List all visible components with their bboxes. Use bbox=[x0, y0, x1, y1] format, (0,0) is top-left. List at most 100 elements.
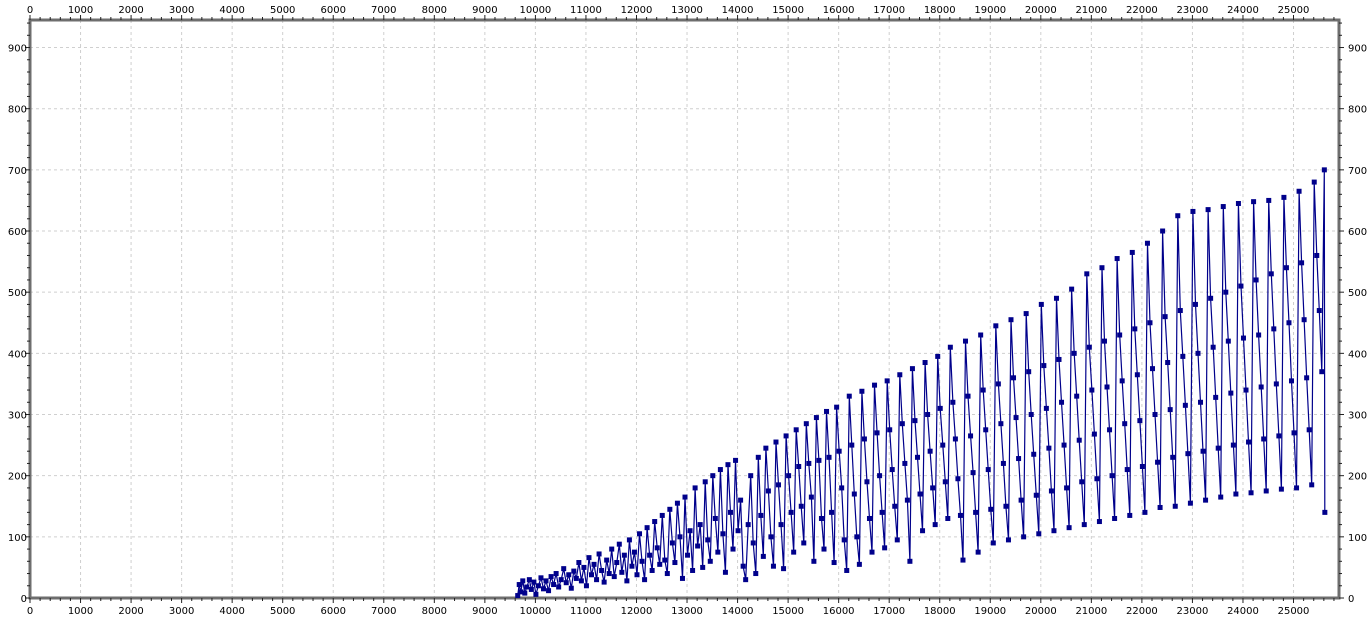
data-point-marker bbox=[1304, 375, 1310, 381]
data-point-marker bbox=[516, 582, 522, 588]
x-tick-label-top: 5000 bbox=[270, 5, 295, 16]
data-point-marker bbox=[715, 549, 721, 555]
data-point-marker bbox=[829, 509, 835, 515]
data-point-marker bbox=[955, 476, 961, 482]
data-point-marker bbox=[578, 578, 584, 584]
data-point-marker bbox=[1089, 387, 1095, 393]
data-point-marker bbox=[1147, 320, 1153, 326]
data-point-marker bbox=[524, 584, 530, 590]
data-point-marker bbox=[952, 436, 958, 442]
x-tick-label-top: 24000 bbox=[1227, 5, 1259, 16]
data-point-marker bbox=[730, 546, 736, 552]
data-point-marker bbox=[1005, 537, 1011, 543]
data-point-marker bbox=[515, 593, 521, 599]
data-point-marker bbox=[1023, 311, 1029, 317]
x-tick-label-bottom: 20000 bbox=[1025, 606, 1057, 617]
data-point-marker bbox=[528, 586, 534, 592]
data-point-marker bbox=[743, 577, 749, 583]
x-tick-label-bottom: 22000 bbox=[1126, 606, 1158, 617]
data-point-marker bbox=[806, 460, 812, 466]
data-point-marker bbox=[892, 503, 898, 509]
data-point-marker bbox=[581, 564, 587, 570]
data-point-marker bbox=[1198, 399, 1204, 405]
x-tick-label-top: 8000 bbox=[422, 5, 447, 16]
y-tick-label-left: 800 bbox=[8, 105, 27, 116]
data-point-marker bbox=[831, 560, 837, 566]
data-point-marker bbox=[864, 479, 870, 485]
data-point-marker bbox=[869, 549, 875, 555]
data-point-marker bbox=[973, 509, 979, 515]
y-tick-label-right: 500 bbox=[1348, 288, 1367, 299]
x-tick-label-bottom: 8000 bbox=[422, 606, 447, 617]
data-point-marker bbox=[983, 427, 989, 433]
x-tick-label-bottom: 21000 bbox=[1075, 606, 1107, 617]
y-tick-label-right: 900 bbox=[1348, 44, 1367, 55]
x-tick-label-top: 11000 bbox=[570, 5, 602, 16]
data-point-marker bbox=[538, 575, 544, 581]
x-tick-label-top: 19000 bbox=[974, 5, 1006, 16]
data-point-marker bbox=[887, 427, 893, 433]
data-point-marker bbox=[778, 522, 784, 528]
data-point-marker bbox=[1182, 402, 1188, 408]
data-point-marker bbox=[1306, 427, 1312, 433]
data-point-marker bbox=[950, 399, 956, 405]
data-point-marker bbox=[1043, 405, 1049, 411]
data-point-marker bbox=[1233, 491, 1239, 497]
x-tick-label-top: 13000 bbox=[671, 5, 703, 16]
data-point-marker bbox=[1041, 363, 1047, 369]
data-point-marker bbox=[1139, 463, 1145, 469]
data-point-marker bbox=[1190, 208, 1196, 214]
data-point-marker bbox=[616, 541, 622, 547]
data-point-marker bbox=[652, 519, 658, 525]
data-point-marker bbox=[1180, 353, 1186, 359]
data-point-marker bbox=[725, 462, 731, 468]
data-point-marker bbox=[556, 584, 562, 590]
x-tick-label-bottom: 17000 bbox=[873, 606, 905, 617]
data-point-marker bbox=[1053, 295, 1059, 301]
data-point-marker bbox=[589, 572, 595, 578]
data-point-marker bbox=[1124, 467, 1130, 473]
x-tick-label-bottom: 15000 bbox=[772, 606, 804, 617]
data-point-marker bbox=[733, 457, 739, 463]
y-tick-label-left: 900 bbox=[8, 44, 27, 55]
data-point-marker bbox=[1218, 494, 1224, 500]
data-point-marker bbox=[1170, 454, 1176, 460]
data-point-marker bbox=[634, 572, 640, 578]
data-point-marker bbox=[717, 467, 723, 473]
x-tick-label-top: 7000 bbox=[371, 5, 396, 16]
data-point-marker bbox=[561, 566, 567, 572]
data-point-marker bbox=[884, 378, 890, 384]
data-point-marker bbox=[1213, 394, 1219, 400]
y-tick-label-left: 700 bbox=[8, 166, 27, 177]
data-point-marker bbox=[1246, 439, 1252, 445]
data-point-marker bbox=[1185, 451, 1191, 457]
data-point-marker bbox=[786, 473, 792, 479]
data-point-marker bbox=[1195, 350, 1201, 356]
data-point-marker bbox=[801, 540, 807, 546]
y-tick-label-left: 500 bbox=[8, 288, 27, 299]
data-point-marker bbox=[920, 528, 926, 534]
data-point-marker bbox=[642, 577, 648, 583]
data-point-marker bbox=[907, 558, 913, 564]
data-point-marker bbox=[566, 572, 572, 578]
data-point-marker bbox=[1096, 519, 1102, 525]
data-point-marker bbox=[834, 404, 840, 410]
data-point-marker bbox=[1051, 528, 1057, 534]
data-point-marker bbox=[637, 531, 643, 537]
data-point-marker bbox=[1137, 418, 1143, 424]
data-point-marker bbox=[1091, 431, 1097, 437]
data-point-marker bbox=[1008, 317, 1014, 323]
data-point-marker bbox=[963, 338, 969, 344]
data-point-marker bbox=[1223, 289, 1229, 295]
data-point-marker bbox=[604, 557, 610, 563]
data-point-marker bbox=[914, 454, 920, 460]
data-point-marker bbox=[889, 467, 895, 473]
data-point-marker bbox=[1192, 301, 1198, 307]
data-point-marker bbox=[1074, 393, 1080, 399]
data-point-marker bbox=[935, 353, 941, 359]
data-point-marker bbox=[957, 512, 963, 518]
data-point-marker bbox=[1228, 390, 1234, 396]
axes-frame bbox=[28, 18, 1341, 600]
x-tick-label-bottom: 5000 bbox=[270, 606, 295, 617]
data-point-marker bbox=[553, 571, 559, 577]
